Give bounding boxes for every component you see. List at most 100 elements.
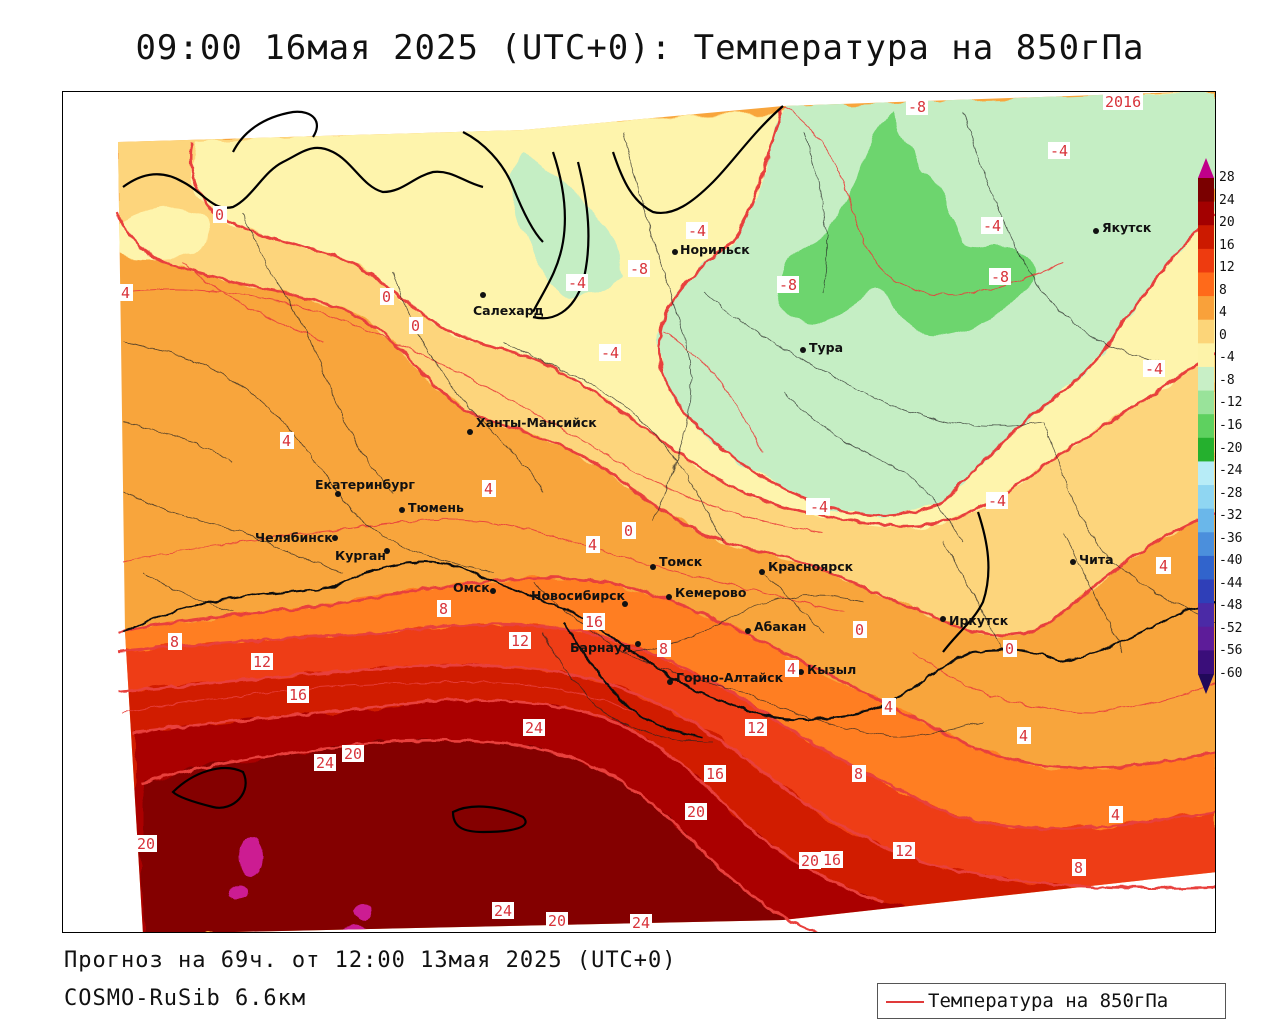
colorbar-arrow-bottom xyxy=(1198,674,1214,694)
isoline-label: 4 xyxy=(482,480,496,498)
city-novosibirsk: Новосибирск xyxy=(531,588,628,607)
svg-text:8: 8 xyxy=(1074,859,1083,877)
colorbar-segment xyxy=(1198,603,1214,628)
svg-text:Омск: Омск xyxy=(453,580,490,595)
svg-text:4: 4 xyxy=(1159,557,1168,575)
city-chelyabinsk: Челябинск xyxy=(255,530,338,545)
isoline-label: 12 xyxy=(251,653,273,671)
isoline-label: 0 xyxy=(213,206,227,224)
isoline-label: 4 xyxy=(882,698,896,716)
svg-text:8: 8 xyxy=(854,765,863,783)
legend-label: Температура на 850гПа xyxy=(928,990,1169,1012)
svg-text:12: 12 xyxy=(747,719,765,737)
temperature-field xyxy=(118,92,1215,932)
isoline-label: 20 xyxy=(342,745,364,763)
isoline-label: -8 xyxy=(989,268,1011,286)
svg-text:Новосибирск: Новосибирск xyxy=(531,588,626,603)
map-canvas: Якутск Норильск Салехард Тура Ханты-Манс… xyxy=(116,92,1215,932)
svg-text:0: 0 xyxy=(1005,640,1014,658)
colorbar-segment xyxy=(1198,508,1214,533)
city-yakutsk: Якутск xyxy=(1093,220,1152,235)
svg-text:Томск: Томск xyxy=(659,554,703,569)
line-legend: Температура на 850гПа xyxy=(877,983,1226,1019)
colorbar-segment xyxy=(1198,461,1214,486)
colorbar-tick-label: 16 xyxy=(1219,237,1235,253)
svg-text:-4: -4 xyxy=(568,274,586,292)
isoline-label: 4 xyxy=(1157,557,1171,575)
svg-text:24: 24 xyxy=(632,914,650,932)
isoline-label: 20 xyxy=(135,835,157,853)
city-kemerovo: Кемерово xyxy=(666,585,747,600)
isoline-label: -8 xyxy=(777,276,799,294)
svg-text:Якутск: Якутск xyxy=(1102,220,1152,235)
isoline-labels: -8-4-4-4-4-8-8-8-4-4-4-4-4-4-40000444444… xyxy=(119,93,1171,932)
svg-text:4: 4 xyxy=(884,698,893,716)
isoline-label: 12 xyxy=(893,842,915,860)
colorbar-segment xyxy=(1198,366,1214,392)
svg-text:Тура: Тура xyxy=(809,340,843,355)
svg-text:4: 4 xyxy=(787,660,796,678)
colorbar-segment xyxy=(1198,225,1214,250)
svg-text:4: 4 xyxy=(484,480,493,498)
svg-text:16: 16 xyxy=(706,765,724,783)
admin-boundaries xyxy=(122,111,1215,743)
svg-text:-4: -4 xyxy=(988,492,1006,510)
colorbar-segment xyxy=(1198,343,1214,368)
legend-line-swatch xyxy=(886,1001,924,1003)
svg-text:Курган: Курган xyxy=(335,548,386,563)
isoline-label: -4 xyxy=(566,274,588,292)
isoline-label: 24 xyxy=(523,719,545,737)
svg-text:0: 0 xyxy=(855,621,864,639)
colorbar-tick-label: -12 xyxy=(1219,395,1243,411)
colorbar-tick-label: 28 xyxy=(1219,170,1235,185)
isoline-label: 0 xyxy=(622,522,636,540)
isoline-label: 16 xyxy=(704,765,726,783)
hot-spots xyxy=(230,837,373,932)
svg-text:Кемерово: Кемерово xyxy=(675,585,747,600)
svg-text:0: 0 xyxy=(382,288,391,306)
colorbar-tick-label: -24 xyxy=(1219,463,1243,479)
colorbar-segment xyxy=(1198,650,1214,675)
map-title: 09:00 16мая 2025 (UTC+0): Температура на… xyxy=(135,28,1145,68)
isoline-label: -4 xyxy=(986,492,1008,510)
isoline-label: 8 xyxy=(1072,859,1086,877)
isoline-label: 4 xyxy=(1017,727,1031,745)
svg-text:-4: -4 xyxy=(983,217,1001,235)
colorbar-segment xyxy=(1198,437,1214,462)
colorbar-tick-label: 24 xyxy=(1219,192,1235,208)
isoline-label: 8 xyxy=(657,640,671,658)
isoline-label: -4 xyxy=(1048,142,1070,160)
svg-text:Тюмень: Тюмень xyxy=(408,500,464,515)
isoline-label: 16 xyxy=(821,851,843,869)
city-yekaterinburg: Екатеринбург xyxy=(315,477,415,497)
temperature-map: Якутск Норильск Салехард Тура Ханты-Манс… xyxy=(62,91,1216,933)
isoline-label: -4 xyxy=(599,344,621,362)
colorbar-tick-label: 4 xyxy=(1219,305,1227,321)
svg-text:12: 12 xyxy=(895,842,913,860)
colorbar-tick-label: -8 xyxy=(1219,372,1235,388)
colorbar-tick-label: -36 xyxy=(1219,530,1243,546)
svg-text:0: 0 xyxy=(215,206,224,224)
city-khanty-mansiysk: Ханты-Мансийск xyxy=(467,415,597,435)
svg-text:Чита: Чита xyxy=(1079,552,1114,567)
svg-text:2016: 2016 xyxy=(1105,93,1141,111)
svg-text:4: 4 xyxy=(282,432,291,450)
isoline-label: 4 xyxy=(1109,806,1123,824)
svg-text:4: 4 xyxy=(1111,806,1120,824)
isoline-label: -8 xyxy=(906,98,928,116)
colorbar-tick-label: -32 xyxy=(1219,508,1243,524)
svg-text:8: 8 xyxy=(659,640,668,658)
svg-text:Абакан: Абакан xyxy=(754,619,806,634)
colorbar-tick-label: -48 xyxy=(1219,598,1243,614)
svg-text:24: 24 xyxy=(525,719,543,737)
city-abakan: Абакан xyxy=(745,619,806,634)
isoline-label: -8 xyxy=(628,260,650,278)
colorbar-tick-label: -16 xyxy=(1219,418,1243,433)
colorbar-tick-label: -60 xyxy=(1219,666,1243,681)
colorbar-tick-label: -4 xyxy=(1219,350,1235,366)
isoline-label: -4 xyxy=(981,217,1003,235)
svg-text:Екатеринбург: Екатеринбург xyxy=(315,477,415,492)
isoline-label: 24 xyxy=(630,914,652,932)
svg-text:0: 0 xyxy=(411,317,420,335)
colorbar-segment xyxy=(1198,248,1214,273)
